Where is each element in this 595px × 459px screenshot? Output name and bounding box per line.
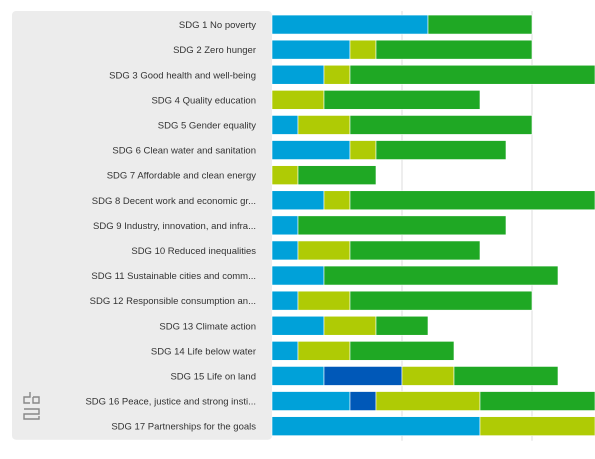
cbs-logo-icon [23,392,40,420]
category-label: SDG 10 Reduced inequalities [131,246,256,257]
bar-segment [271,416,481,436]
category-label: SDG 17 Partnerships for the goals [111,422,256,433]
bar-segment [271,240,299,261]
bar-segment [349,64,595,85]
bar-segment [323,366,403,386]
bar-segment [349,240,481,261]
bar-segment [297,341,351,361]
bar-segment [297,240,351,261]
bar-segment [271,391,351,411]
bar-segment [271,165,299,185]
category-label: SDG 7 Affordable and clean energy [107,171,257,182]
bar-segment [375,391,481,411]
bar-segment [375,39,533,60]
bar-segment [323,64,351,85]
bar-segment [271,315,325,336]
bar-segment [271,39,351,60]
bar-segment [323,315,377,336]
bar-segment [297,215,507,236]
category-label: SDG 2 Zero hunger [173,45,256,56]
bar-segment [271,140,351,160]
bar-segment [271,265,325,286]
category-label: SDG 15 Life on land [170,371,256,382]
category-label: SDG 4 Quality education [151,95,256,106]
category-label: SDG 3 Good health and well-being [109,70,256,81]
bar-segment [271,64,325,85]
bar-segment [271,366,325,386]
bar-segment [349,391,377,411]
bar-segment [453,366,559,386]
bar-segment [349,341,455,361]
category-label: SDG 6 Clean water and sanitation [112,146,256,157]
bar-segment [323,190,351,211]
bar-segment [401,366,455,386]
category-label: SDG 11 Sustainable cities and comm... [91,271,256,282]
bar-segment [349,115,533,135]
bar-segment [323,90,481,110]
category-label: SDG 5 Gender equality [158,120,256,131]
bar-segment [427,14,533,35]
bar-segment [297,290,351,311]
label-panel [12,11,272,440]
category-label: SDG 1 No poverty [179,20,256,31]
bar-segment [271,290,299,311]
bar-segment [271,215,299,236]
bar-segment [349,190,595,211]
category-label: SDG 12 Responsible consumption an... [90,296,256,307]
bar-segment [271,14,429,35]
bar-segment [271,115,299,135]
category-label: SDG 9 Industry, innovation, and infra... [93,221,256,232]
bar-segment [297,165,377,185]
bar-segment [479,391,595,411]
category-label: SDG 13 Climate action [159,321,256,332]
bar-segment [271,90,325,110]
category-label: SDG 14 Life below water [151,346,256,357]
bar-segment [271,190,325,211]
bar-segment [375,315,429,336]
bar-segment [323,265,559,286]
category-label: SDG 16 Peace, justice and strong insti..… [85,397,256,408]
bar-segment [297,115,351,135]
bar-segment [479,416,595,436]
bar-segment [349,290,533,311]
bar-segment [375,140,507,160]
category-label: SDG 8 Decent work and economic gr... [92,196,256,207]
bar-segment [349,39,377,60]
bar-segment [271,341,299,361]
bar-segment [349,140,377,160]
